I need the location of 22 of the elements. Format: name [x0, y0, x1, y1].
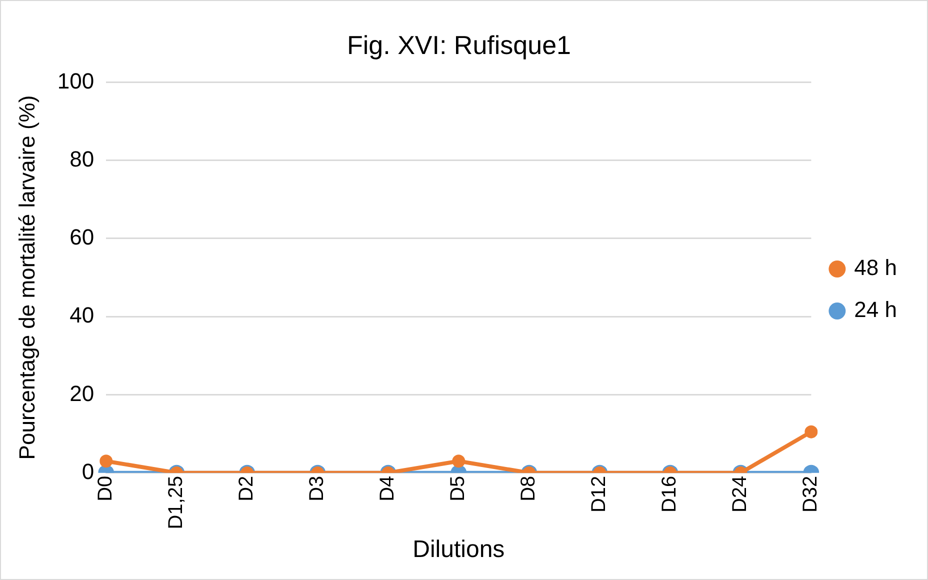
legend-label: 48 h [854, 255, 898, 280]
x-tick-label: D24 [729, 476, 752, 513]
y-tick-label: 20 [70, 380, 94, 406]
x-tick-label: D1,25 [165, 476, 188, 530]
chart-title: Fig. XVI: Rufisque1 [347, 30, 571, 60]
y-tick-label: 100 [57, 68, 94, 94]
x-tick-label: D32 [800, 476, 822, 513]
x-tick-label: D3 [306, 476, 328, 502]
x-tick-label: D4 [376, 476, 399, 502]
x-axis-title: Dilutions [412, 536, 505, 564]
x-tick-label: D8 [518, 476, 540, 502]
y-tick-label: 40 [70, 302, 94, 328]
y-tick-label: 0 [82, 458, 94, 484]
y-axis-title: Pourcentage de mortalité larvaire (%) [14, 95, 40, 460]
x-tick-label: D0 [94, 476, 117, 502]
x-tick-label: D16 [658, 476, 681, 513]
x-tick-label: D12 [588, 476, 610, 513]
x-tick-label: D5 [447, 476, 470, 502]
legend-label: 24 h [854, 297, 898, 322]
x-tick-label: D2 [236, 476, 258, 502]
y-tick-label: 80 [70, 146, 94, 172]
y-tick-label: 60 [70, 224, 94, 250]
